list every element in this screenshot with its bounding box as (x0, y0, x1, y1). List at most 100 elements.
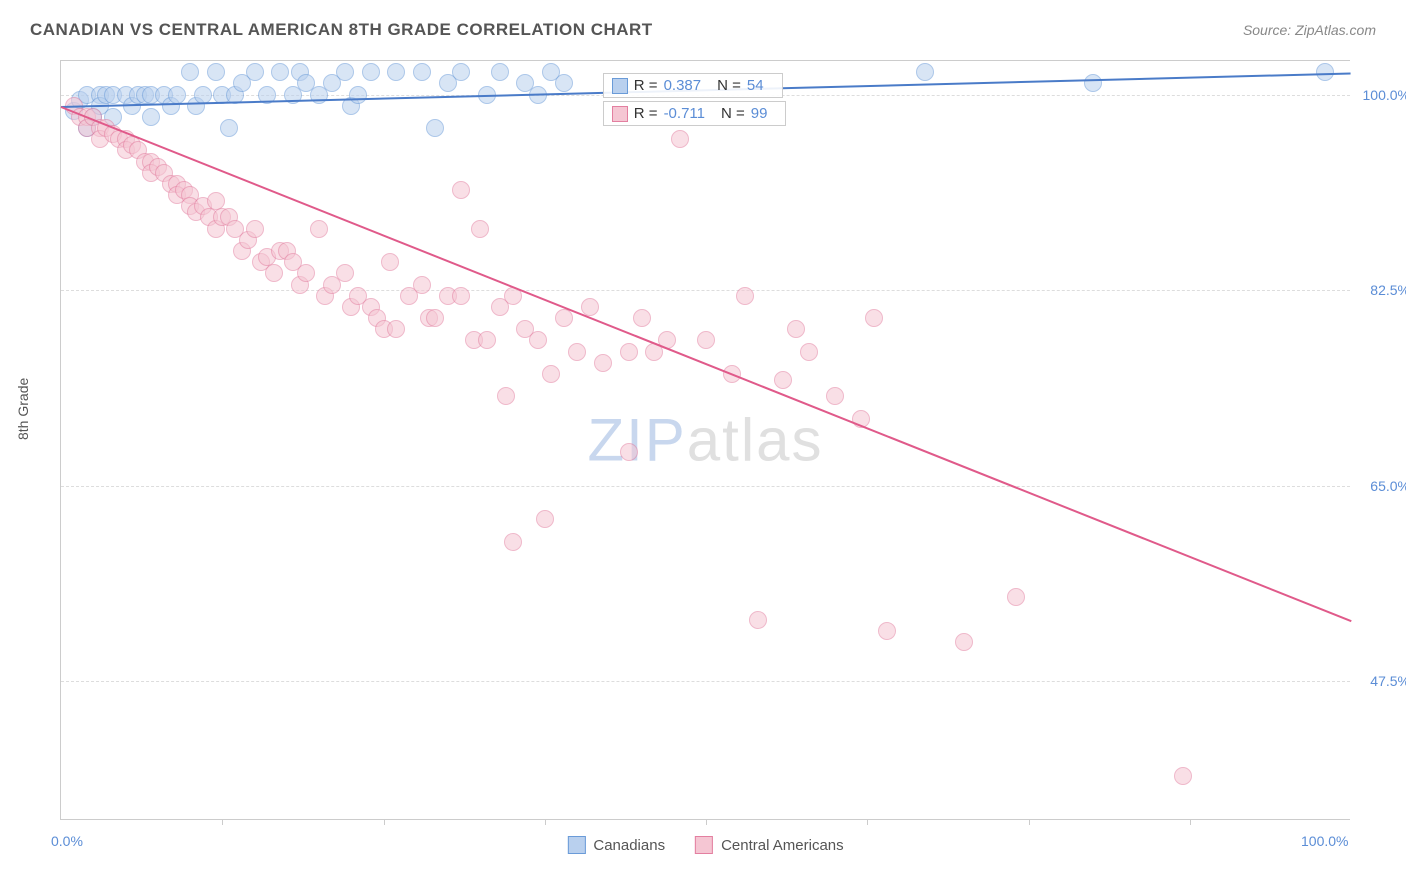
legend-item: Central Americans (695, 836, 844, 854)
data-point (568, 343, 586, 361)
data-point (387, 63, 405, 81)
gridline (61, 290, 1350, 291)
gridline (61, 681, 1350, 682)
data-point (349, 86, 367, 104)
data-point (620, 443, 638, 461)
data-point (774, 371, 792, 389)
y-tick-label: 82.5% (1370, 282, 1406, 298)
data-point (452, 287, 470, 305)
stats-swatch (612, 78, 628, 94)
data-point (246, 220, 264, 238)
chart-legend: Canadians Central Americans (567, 836, 843, 854)
data-point (555, 74, 573, 92)
y-tick-label: 65.0% (1370, 478, 1406, 494)
x-tick-mark (1029, 819, 1030, 825)
data-point (1084, 74, 1102, 92)
legend-item: Canadians (567, 836, 665, 854)
x-tick-mark (545, 819, 546, 825)
data-point (787, 320, 805, 338)
data-point (697, 331, 715, 349)
stats-swatch (612, 106, 628, 122)
data-point (426, 309, 444, 327)
legend-label: Canadians (593, 837, 665, 854)
trend-line (61, 106, 1352, 622)
gridline (61, 486, 1350, 487)
data-point (555, 309, 573, 327)
x-tick-mark (867, 819, 868, 825)
data-point (878, 622, 896, 640)
stats-n-value: 54 (747, 77, 764, 94)
data-point (310, 220, 328, 238)
data-point (542, 365, 560, 383)
data-point (497, 387, 515, 405)
x-tick-mark (1190, 819, 1191, 825)
data-point (471, 220, 489, 238)
stats-n-label: N = (717, 77, 741, 94)
x-tick-mark (706, 819, 707, 825)
stats-n-label: N = (721, 105, 745, 122)
data-point (536, 510, 554, 528)
watermark: ZIPatlas (587, 406, 823, 475)
legend-swatch (567, 836, 585, 854)
data-point (594, 354, 612, 372)
data-point (246, 63, 264, 81)
stats-box: R = -0.711 N = 99 (603, 101, 787, 126)
data-point (620, 343, 638, 361)
stats-r-value: 0.387 (664, 77, 702, 94)
data-point (749, 611, 767, 629)
data-point (207, 192, 225, 210)
source-label: Source: ZipAtlas.com (1243, 22, 1376, 38)
legend-swatch (695, 836, 713, 854)
data-point (826, 387, 844, 405)
chart-title: CANADIAN VS CENTRAL AMERICAN 8TH GRADE C… (30, 20, 653, 40)
data-point (1174, 767, 1192, 785)
y-tick-label: 100.0% (1363, 87, 1406, 103)
data-point (168, 86, 186, 104)
data-point (800, 343, 818, 361)
stats-r-value: -0.711 (664, 105, 705, 122)
data-point (581, 298, 599, 316)
data-point (142, 108, 160, 126)
data-point (865, 309, 883, 327)
data-point (736, 287, 754, 305)
legend-label: Central Americans (721, 837, 844, 854)
data-point (336, 264, 354, 282)
data-point (916, 63, 934, 81)
stats-r-label: R = (634, 77, 658, 94)
y-tick-label: 47.5% (1370, 673, 1406, 689)
data-point (297, 264, 315, 282)
data-point (336, 63, 354, 81)
data-point (413, 63, 431, 81)
watermark-part2: atlas (687, 407, 824, 474)
data-point (181, 63, 199, 81)
y-axis-label: 8th Grade (15, 378, 31, 440)
data-point (452, 181, 470, 199)
stats-box: R = 0.387 N = 54 (603, 73, 783, 98)
x-tick-mark (222, 819, 223, 825)
x-tick-label: 0.0% (51, 833, 83, 849)
scatter-chart: ZIPatlas CanadiansCentral Americans 47.5… (60, 60, 1350, 820)
data-point (504, 533, 522, 551)
watermark-part1: ZIP (587, 407, 686, 474)
data-point (387, 320, 405, 338)
data-point (452, 63, 470, 81)
data-point (478, 331, 496, 349)
data-point (529, 331, 547, 349)
stats-r-label: R = (634, 105, 658, 122)
x-tick-mark (384, 819, 385, 825)
data-point (220, 119, 238, 137)
data-point (1007, 588, 1025, 606)
x-tick-label: 100.0% (1301, 833, 1348, 849)
data-point (207, 63, 225, 81)
data-point (362, 63, 380, 81)
data-point (955, 633, 973, 651)
data-point (194, 86, 212, 104)
data-point (633, 309, 651, 327)
stats-n-value: 99 (751, 105, 768, 122)
data-point (491, 63, 509, 81)
data-point (265, 264, 283, 282)
data-point (671, 130, 689, 148)
data-point (413, 276, 431, 294)
data-point (271, 63, 289, 81)
data-point (381, 253, 399, 271)
